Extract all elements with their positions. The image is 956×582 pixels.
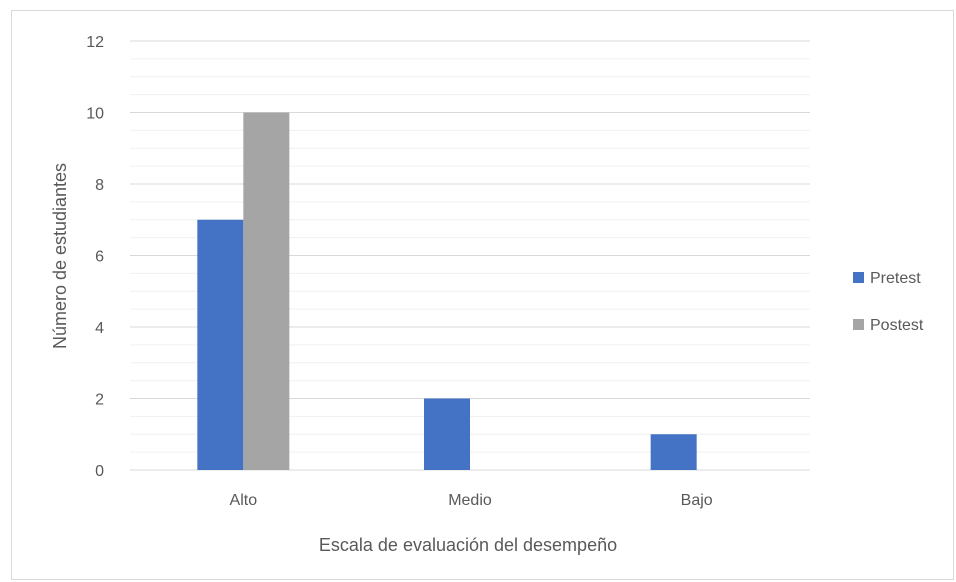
y-axis-title: Número de estudiantes — [50, 163, 70, 349]
legend-swatch-pretest — [853, 272, 864, 283]
x-category-label: Medio — [448, 492, 492, 509]
y-tick-label: 12 — [86, 34, 104, 51]
y-tick-label: 8 — [95, 177, 104, 194]
bar-pretest-alto — [197, 219, 244, 470]
bar-pretest-bajo — [650, 434, 697, 470]
y-tick-label: 10 — [86, 106, 104, 123]
y-tick-labels: 0 2 4 6 8 10 12 — [86, 34, 104, 480]
legend-label-postest: Postest — [870, 317, 924, 334]
y-tick-label: 6 — [95, 249, 104, 266]
y-tick-label: 2 — [95, 392, 104, 409]
x-category-label: Alto — [230, 492, 258, 509]
y-tick-label: 4 — [95, 320, 104, 337]
y-tick-label: 0 — [95, 463, 104, 480]
legend-swatch-postest — [853, 319, 864, 330]
legend: Pretest Postest — [853, 270, 924, 334]
bar-pretest-medio — [424, 398, 470, 470]
x-axis-title: Escala de evaluación del desempeño — [319, 535, 617, 555]
x-category-label: Bajo — [681, 492, 713, 509]
x-category-labels: Alto Medio Bajo — [230, 492, 713, 509]
chart-frame — [11, 10, 954, 580]
legend-label-pretest: Pretest — [870, 270, 921, 287]
bars — [197, 112, 697, 470]
bar-postest-alto — [243, 112, 290, 470]
